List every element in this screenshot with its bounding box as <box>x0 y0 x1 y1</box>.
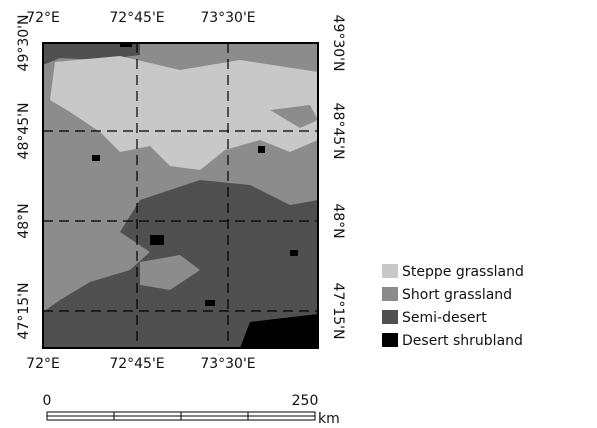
coordinate-labels: 72°E 72°E 72°45'E 72°45'E 73°30'E 73°30'E 49°3… <box>16 10 346 372</box>
legend: Steppe grassland Short grassland Semi-dese… <box>382 264 524 349</box>
land-cover-patch <box>240 314 318 348</box>
legend-swatch <box>382 264 398 278</box>
latitude-label: 48°N <box>16 203 32 238</box>
legend-label: Short grassland <box>402 287 512 303</box>
land-cover-patch <box>50 56 318 170</box>
land-cover-patch <box>258 146 265 153</box>
legend-label: Steppe grassland <box>402 264 524 280</box>
land-cover-patch <box>43 43 140 65</box>
scale-end: 250 <box>292 393 319 409</box>
scale-unit: km <box>318 411 340 427</box>
land-cover-patch <box>270 105 318 128</box>
latitude-label: 47°15'N <box>16 283 32 340</box>
latitude-label: 47°15'N <box>330 283 346 340</box>
land-cover-patch <box>120 43 132 47</box>
latitude-label: 48°45'N <box>16 103 32 160</box>
legend-label: Semi-desert <box>402 310 487 326</box>
map-frame <box>42 42 319 349</box>
longitude-label: 73°30'E <box>200 356 255 372</box>
land-cover-patch <box>140 255 200 290</box>
longitude-label: 72°45'E <box>109 356 164 372</box>
longitude-label: 72°E <box>26 356 60 372</box>
legend-swatch <box>382 310 398 324</box>
longitude-label: 72°45'E <box>109 10 164 26</box>
longitude-label: 73°30'E <box>200 10 255 26</box>
latitude-label: 48°45'N <box>330 103 346 160</box>
land-cover-patch <box>290 250 298 256</box>
land-cover-patch <box>205 300 215 306</box>
latitude-label: 49°30'N <box>330 15 346 72</box>
longitude-label: 72°E <box>26 10 60 26</box>
land-cover-patch <box>150 235 164 245</box>
scale-bar: 0 250 km <box>43 393 340 427</box>
land-cover-patch <box>92 155 100 161</box>
map-area <box>42 42 319 349</box>
legend-label: Desert shrubland <box>402 333 523 349</box>
latitude-label: 49°30'N <box>16 15 32 72</box>
scale-start: 0 <box>43 393 52 409</box>
legend-swatch <box>382 333 398 347</box>
latitude-label: 48°N <box>330 203 346 238</box>
legend-swatch <box>382 287 398 301</box>
